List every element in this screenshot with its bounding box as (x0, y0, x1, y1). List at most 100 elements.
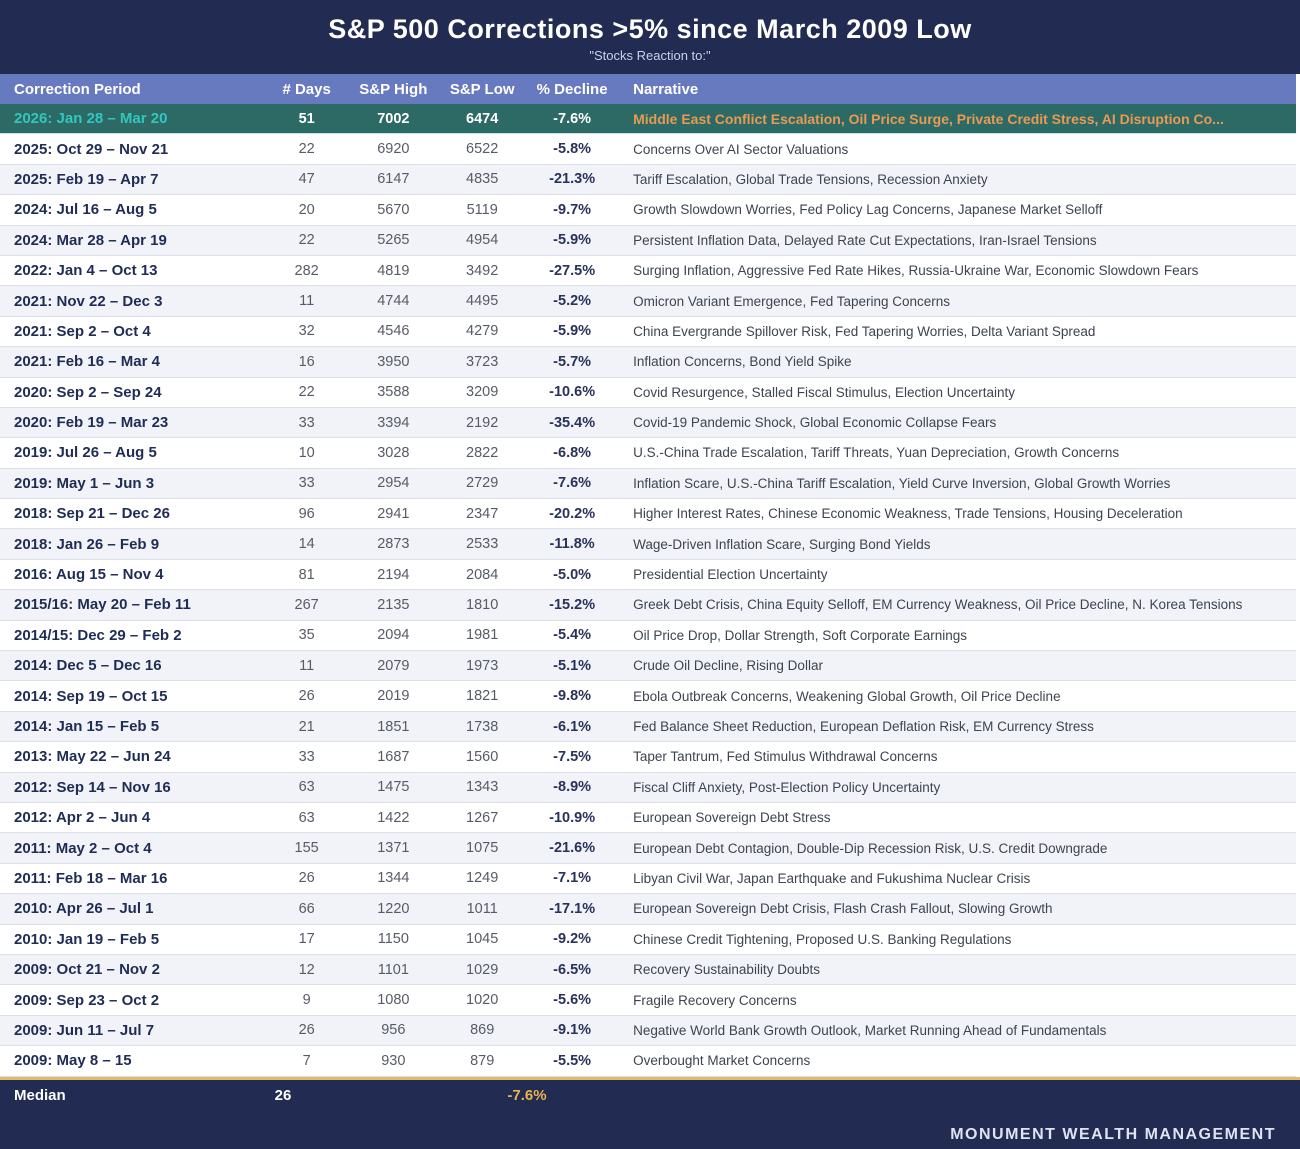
narrative-cell: Oil Price Drop, Dollar Strength, Soft Co… (624, 620, 1296, 652)
page-title: S&P 500 Corrections >5% since March 2009… (328, 14, 972, 44)
decline-cell: -6.5% (520, 954, 625, 986)
table-row: 2014: Dec 5 – Dec 16 11 2079 1973 -5.1% … (0, 650, 1296, 682)
narrative-cell: Inflation Concerns, Bond Yield Spike (624, 346, 1296, 378)
period-cell: 2018: Sep 21 – Dec 26 (0, 498, 271, 530)
sp-low-cell: 3209 (444, 377, 521, 408)
sp-low-cell: 2347 (444, 498, 521, 530)
days-cell: 22 (270, 225, 343, 256)
days-cell: 33 (270, 741, 343, 773)
sp-high-cell: 2135 (342, 589, 445, 621)
days-cell: 9 (270, 984, 343, 1016)
decline-cell: -35.4% (520, 407, 625, 439)
table-row: 2019: Jul 26 – Aug 5 10 3028 2822 -6.8% … (0, 437, 1296, 469)
table-row: 2012: Apr 2 – Jun 4 63 1422 1267 -10.9% … (0, 802, 1296, 834)
days-cell: 96 (270, 498, 343, 530)
period-cell: 2011: Feb 18 – Mar 16 (0, 863, 271, 895)
period-cell: 2019: Jul 26 – Aug 5 (0, 437, 271, 469)
sp-low-cell: 879 (444, 1045, 521, 1077)
days-cell: 22 (270, 133, 343, 165)
period-cell: 2015/16: May 20 – Feb 11 (0, 589, 271, 621)
sp-low-cell: 869 (444, 1015, 521, 1047)
table-row: 2019: May 1 – Jun 3 33 2954 2729 -7.6% I… (0, 468, 1296, 500)
table-row: 2018: Sep 21 – Dec 26 96 2941 2347 -20.2… (0, 498, 1296, 530)
period-cell: 2011: May 2 – Oct 4 (0, 832, 271, 864)
decline-cell: -5.8% (520, 133, 625, 165)
median-days-value: 26 (274, 1086, 292, 1104)
decline-cell: -5.5% (520, 1045, 625, 1077)
narrative-cell: Covid Resurgence, Stalled Fiscal Stimulu… (624, 377, 1296, 408)
period-cell: 2014: Sep 19 – Oct 15 (0, 680, 271, 712)
table-row: 2011: Feb 18 – Mar 16 26 1344 1249 -7.1%… (0, 863, 1296, 895)
sp-high-cell: 2079 (342, 650, 445, 682)
decline-cell: -21.6% (520, 832, 625, 864)
sp-low-cell: 1075 (444, 832, 521, 864)
decline-cell: -20.2% (520, 498, 625, 530)
table-row: 2025: Feb 19 – Apr 7 47 6147 4835 -21.3%… (0, 164, 1296, 196)
table-row: 2026: Jan 28 – Mar 20 51 7002 6474 -7.6%… (0, 104, 1296, 135)
days-cell: 35 (270, 620, 343, 652)
sp-high-cell: 956 (342, 1015, 445, 1047)
sp-low-cell: 1045 (444, 924, 521, 955)
period-cell: 2013: May 22 – Jun 24 (0, 741, 271, 773)
narrative-cell: Surging Inflation, Aggressive Fed Rate H… (624, 255, 1296, 287)
days-cell: 10 (270, 437, 343, 469)
sp-high-cell: 5265 (342, 225, 445, 256)
sp-low-cell: 1560 (444, 741, 521, 773)
period-cell: 2014: Jan 15 – Feb 5 (0, 711, 271, 743)
sp-low-cell: 1810 (444, 589, 521, 621)
sp-high-cell: 5670 (342, 194, 445, 226)
sp-low-cell: 1267 (444, 802, 521, 834)
days-cell: 66 (270, 893, 343, 925)
narrative-cell: Tariff Escalation, Global Trade Tensions… (624, 164, 1296, 196)
table-row: 2020: Sep 2 – Sep 24 22 3588 3209 -10.6%… (0, 377, 1296, 408)
sp-high-cell: 1851 (342, 711, 445, 743)
table-row: 2011: May 2 – Oct 4 155 1371 1075 -21.6%… (0, 832, 1296, 864)
decline-cell: -27.5% (520, 255, 625, 287)
median-label: Median (14, 1086, 66, 1104)
period-cell: 2025: Oct 29 – Nov 21 (0, 133, 271, 165)
period-cell: 2020: Feb 19 – Mar 23 (0, 407, 271, 439)
days-cell: 155 (270, 832, 343, 864)
column-header-sp-low: S&P Low (444, 74, 521, 104)
narrative-cell: Growth Slowdown Worries, Fed Policy Lag … (624, 194, 1296, 226)
days-cell: 33 (270, 407, 343, 439)
narrative-cell: Negative World Bank Growth Outlook, Mark… (624, 1015, 1296, 1047)
sp-low-cell: 6522 (444, 133, 521, 165)
sp-high-cell: 2019 (342, 680, 445, 712)
decline-cell: -10.6% (520, 377, 625, 408)
sp-low-cell: 3492 (444, 255, 521, 287)
sp-low-cell: 3723 (444, 346, 521, 378)
table-row: 2014: Jan 15 – Feb 5 21 1851 1738 -6.1% … (0, 711, 1296, 743)
decline-cell: -5.7% (520, 346, 625, 378)
period-cell: 2018: Jan 26 – Feb 9 (0, 528, 271, 560)
period-cell: 2022: Jan 4 – Oct 13 (0, 255, 271, 287)
decline-cell: -7.5% (520, 741, 625, 773)
narrative-cell: China Evergrande Spillover Risk, Fed Tap… (624, 316, 1296, 348)
table-row: 2018: Jan 26 – Feb 9 14 2873 2533 -11.8%… (0, 528, 1296, 560)
decline-cell: -9.7% (520, 194, 625, 226)
decline-cell: -5.9% (520, 316, 625, 348)
sp-high-cell: 1344 (342, 863, 445, 895)
period-cell: 2009: Oct 21 – Nov 2 (0, 954, 271, 986)
table-row: 2012: Sep 14 – Nov 16 63 1475 1343 -8.9%… (0, 772, 1296, 803)
table-row: 2021: Feb 16 – Mar 4 16 3950 3723 -5.7% … (0, 346, 1296, 378)
median-decline-value: -7.6% (507, 1086, 547, 1104)
sp-high-cell: 6147 (342, 164, 445, 196)
table-header: Correction Period # Days S&P High S&P Lo… (0, 74, 1296, 104)
table-row: 2009: Sep 23 – Oct 2 9 1080 1020 -5.6% F… (0, 984, 1296, 1016)
decline-cell: -9.2% (520, 924, 625, 955)
table-row: 2021: Nov 22 – Dec 3 11 4744 4495 -5.2% … (0, 285, 1296, 317)
table-row: 2020: Feb 19 – Mar 23 33 3394 2192 -35.4… (0, 407, 1296, 439)
sp-high-cell: 4546 (342, 316, 445, 348)
sp-low-cell: 2822 (444, 437, 521, 469)
days-cell: 16 (270, 346, 343, 378)
days-cell: 20 (270, 194, 343, 226)
period-cell: 2010: Apr 26 – Jul 1 (0, 893, 271, 925)
sp-high-cell: 4819 (342, 255, 445, 287)
narrative-cell: Libyan Civil War, Japan Earthquake and F… (624, 863, 1296, 895)
sp-low-cell: 1973 (444, 650, 521, 682)
sp-high-cell: 1150 (342, 924, 445, 955)
decline-cell: -21.3% (520, 164, 625, 196)
decline-cell: -5.0% (520, 559, 625, 591)
narrative-cell: Inflation Scare, U.S.-China Tariff Escal… (624, 468, 1296, 500)
